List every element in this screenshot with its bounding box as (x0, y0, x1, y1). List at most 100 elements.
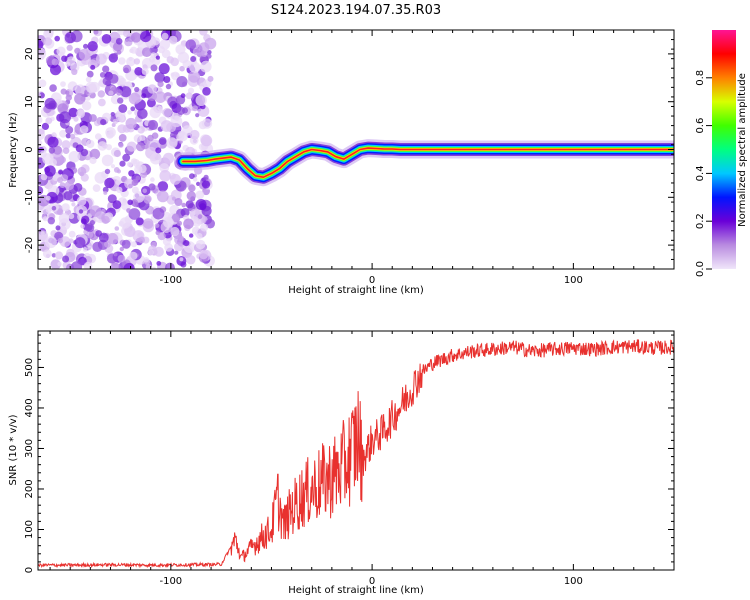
spectrogram-y-tick-label: -20 (24, 237, 35, 253)
noise-blob (170, 226, 180, 237)
noise-blob (95, 53, 107, 65)
snr-y-tick-label: 100 (24, 520, 35, 539)
noise-blob (73, 183, 83, 192)
noise-blob (147, 84, 157, 94)
noise-blob (117, 97, 124, 104)
spectrogram-y-tick-label: 20 (24, 48, 35, 61)
noise-blob (154, 72, 165, 83)
noise-blob (155, 147, 162, 154)
noise-blob (165, 83, 172, 90)
noise-blob (149, 106, 161, 119)
noise-blob (185, 92, 193, 100)
noise-blob (169, 173, 181, 185)
noise-blob (38, 116, 43, 124)
noise-blob (87, 245, 92, 251)
noise-blob (158, 46, 165, 54)
noise-blob (176, 106, 186, 115)
noise-blob (196, 233, 203, 239)
noise-blob (44, 236, 57, 249)
noise-blob (118, 142, 124, 148)
noise-blob (57, 237, 63, 244)
noise-blob (68, 151, 81, 163)
noise-blob (168, 35, 178, 45)
noise-blob (130, 106, 136, 112)
noise-blob (171, 213, 181, 223)
noise-blob (114, 226, 120, 231)
noise-blob (106, 232, 119, 245)
noise-blob (80, 148, 89, 157)
noise-blob (190, 56, 197, 62)
noise-blob (85, 76, 92, 83)
noise-blob (127, 199, 133, 206)
colorbar-scale (712, 30, 736, 269)
noise-blob (138, 236, 146, 244)
noise-blob (40, 231, 45, 236)
spectrogram-x-axis-label: Height of straight line (km) (288, 285, 424, 296)
noise-blob (180, 93, 186, 99)
noise-blob (139, 134, 146, 141)
noise-blob (200, 223, 209, 232)
noise-blob (157, 81, 164, 88)
noise-blob (102, 77, 111, 86)
noise-blob (149, 152, 162, 165)
noise-blob (147, 119, 159, 131)
noise-blob (171, 196, 176, 201)
noise-blob (45, 195, 51, 201)
noise-blob (104, 168, 111, 175)
noise-blob (74, 237, 86, 249)
noise-blob (199, 250, 209, 260)
noise-blob (38, 39, 44, 50)
noise-blob (62, 255, 70, 263)
noise-blob (82, 247, 88, 252)
noise-blob (123, 30, 131, 38)
noise-blob (68, 107, 79, 118)
noise-blob (143, 196, 151, 204)
noise-blob (99, 72, 106, 78)
noise-blob (207, 75, 214, 82)
noise-blob (53, 145, 62, 155)
noise-blob (56, 208, 64, 216)
snr-y-axis-label: SNR (10 * v/v) (8, 414, 19, 485)
noise-blob (59, 129, 67, 138)
snr-x-tick-labels: -100 0 100 (159, 576, 582, 587)
noise-blob (106, 131, 114, 139)
noise-blob (112, 118, 119, 125)
noise-blob (156, 261, 162, 266)
spectrogram-y-tick-label: 10 (24, 95, 35, 108)
noise-blob (89, 148, 101, 160)
noise-blob (189, 129, 200, 140)
noise-blob (134, 165, 143, 174)
noise-blob (148, 183, 156, 191)
noise-blob (66, 56, 76, 66)
colorbar-ticks: 0.0 0.2 0.4 0.6 0.8 (695, 70, 712, 277)
snr-y-tick-label: 0 (24, 567, 35, 573)
noise-blob (134, 67, 143, 76)
snr-x-tick-label: -100 (159, 576, 182, 587)
noise-blob (60, 81, 66, 87)
noise-blob (82, 101, 92, 111)
noise-blob (74, 47, 81, 55)
noise-blob (104, 177, 115, 189)
noise-blob (118, 104, 128, 113)
noise-blob (69, 133, 76, 140)
noise-blob (150, 177, 155, 182)
noise-blob (51, 132, 57, 138)
noise-blob (124, 178, 135, 189)
noise-blob (123, 262, 135, 269)
noise-blob (71, 261, 83, 269)
noise-blob (136, 142, 145, 152)
noise-blob (49, 158, 57, 167)
noise-blob (95, 133, 102, 140)
noise-blob (74, 93, 86, 105)
noise-blob (125, 81, 133, 88)
noise-blob (63, 191, 73, 201)
noise-blob (79, 125, 89, 134)
noise-blob (170, 72, 175, 77)
snr-x-axis-label: Height of straight line (km) (288, 585, 424, 596)
noise-blob (174, 235, 184, 245)
noise-blob (154, 223, 160, 229)
noise-blob (180, 208, 190, 217)
noise-blob (120, 86, 132, 98)
noise-blob (102, 65, 110, 73)
noise-blob (38, 230, 48, 242)
